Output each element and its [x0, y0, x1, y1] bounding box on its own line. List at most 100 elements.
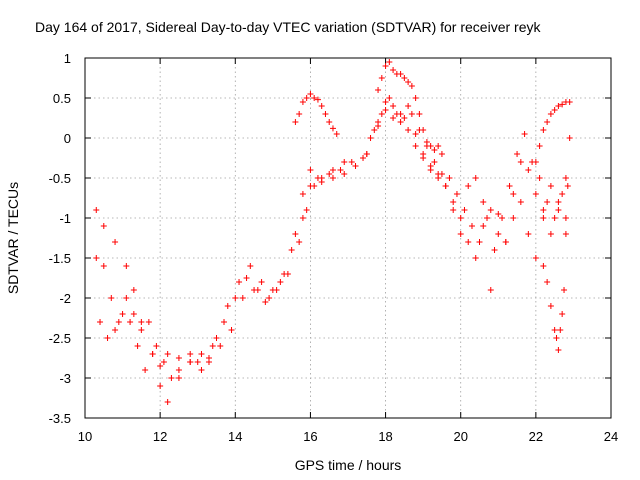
- data-point: [352, 163, 359, 169]
- data-point: [472, 255, 479, 261]
- data-point: [375, 119, 382, 125]
- data-point: [499, 215, 506, 221]
- data-point: [288, 247, 295, 253]
- data-point: [532, 191, 539, 197]
- data-point: [341, 171, 348, 177]
- data-point: [232, 295, 239, 301]
- data-point: [495, 231, 502, 237]
- data-point: [420, 155, 427, 161]
- data-point: [296, 239, 303, 245]
- data-point: [514, 151, 521, 157]
- data-point: [337, 167, 344, 173]
- data-point: [93, 207, 100, 213]
- data-point: [236, 279, 243, 285]
- data-point: [450, 207, 457, 213]
- data-point: [495, 211, 502, 217]
- data-point: [284, 271, 291, 277]
- x-tick-label: 14: [228, 429, 242, 444]
- x-tick-label: 24: [604, 429, 618, 444]
- data-point: [555, 103, 562, 109]
- data-point: [386, 95, 393, 101]
- data-point: [277, 279, 284, 285]
- data-point: [562, 215, 569, 221]
- data-points: [93, 59, 573, 405]
- data-point: [367, 135, 374, 141]
- data-point: [228, 327, 235, 333]
- x-tick-label: 10: [78, 429, 92, 444]
- data-point: [175, 375, 182, 381]
- data-point: [386, 59, 393, 65]
- data-point: [416, 111, 423, 117]
- data-point: [243, 275, 250, 281]
- data-point: [427, 167, 434, 173]
- data-point: [423, 139, 430, 145]
- data-point: [266, 295, 273, 301]
- data-point: [564, 183, 571, 189]
- series-track-c: [97, 103, 569, 373]
- data-point: [510, 191, 517, 197]
- data-point: [341, 159, 348, 165]
- data-point: [532, 159, 539, 165]
- data-point: [382, 107, 389, 113]
- data-point: [390, 67, 397, 73]
- data-point: [559, 311, 566, 317]
- data-point: [224, 303, 231, 309]
- chart-title: Day 164 of 2017, Sidereal Day-to-day VTE…: [35, 19, 541, 35]
- data-point: [491, 247, 498, 253]
- data-point: [453, 191, 460, 197]
- data-point: [506, 183, 513, 189]
- data-point: [420, 127, 427, 133]
- series-track-b: [93, 99, 569, 381]
- data-point: [521, 131, 528, 137]
- data-point: [303, 95, 310, 101]
- data-point: [401, 75, 408, 81]
- data-point: [446, 175, 453, 181]
- data-point: [540, 263, 547, 269]
- data-point: [547, 303, 554, 309]
- data-point: [149, 351, 156, 357]
- y-tick-label: 0.5: [53, 91, 71, 106]
- data-point: [314, 96, 321, 103]
- data-point: [205, 355, 212, 361]
- data-point: [292, 231, 299, 237]
- data-point: [536, 143, 543, 149]
- data-point: [382, 99, 389, 105]
- y-axis-label: SDTVAR / TECUs: [5, 182, 21, 294]
- data-point: [562, 175, 569, 181]
- data-point: [457, 231, 464, 237]
- data-point: [382, 63, 389, 69]
- data-point: [209, 343, 216, 349]
- data-point: [401, 115, 408, 121]
- data-point: [510, 215, 517, 221]
- data-point: [378, 75, 385, 81]
- data-point: [333, 131, 340, 137]
- data-point: [138, 327, 145, 333]
- data-point: [468, 223, 475, 229]
- data-point: [329, 167, 336, 173]
- data-point: [408, 111, 415, 117]
- data-point: [360, 155, 367, 161]
- data-point: [311, 95, 318, 101]
- data-point: [119, 311, 126, 317]
- data-point: [153, 343, 160, 349]
- data-point: [175, 367, 182, 373]
- data-point: [187, 359, 194, 365]
- data-point: [566, 99, 573, 105]
- data-point: [213, 335, 220, 341]
- data-point: [427, 143, 434, 149]
- data-point: [480, 199, 487, 205]
- data-point: [551, 107, 558, 113]
- data-point: [431, 147, 438, 153]
- data-point: [100, 263, 107, 269]
- data-point: [164, 399, 171, 405]
- data-point: [532, 255, 539, 261]
- x-tick-label: 20: [453, 429, 467, 444]
- data-point: [318, 103, 325, 109]
- data-point: [299, 99, 306, 105]
- data-point: [517, 199, 524, 205]
- data-point: [557, 327, 564, 333]
- data-point: [397, 119, 404, 125]
- y-tick-label: -3: [59, 371, 71, 386]
- data-point: [254, 287, 261, 293]
